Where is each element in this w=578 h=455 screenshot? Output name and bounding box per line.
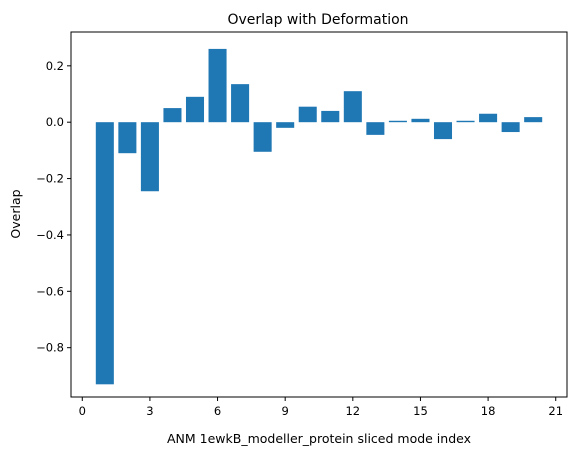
bar-mode-14 — [388, 120, 407, 123]
bar-mode-18 — [479, 113, 498, 123]
bar-mode-1 — [95, 122, 114, 385]
x-axis-title: ANM 1ewkB_modeller_protein sliced mode i… — [167, 431, 471, 446]
bar-mode-8 — [253, 122, 272, 152]
y-tick-label: 0.2 — [46, 59, 64, 73]
bar-mode-3 — [140, 122, 159, 192]
bar-mode-12 — [343, 91, 362, 123]
x-tick-label: 6 — [214, 404, 221, 418]
bar-mode-2 — [118, 122, 137, 154]
bar-mode-7 — [231, 84, 250, 123]
y-tick-label: −0.6 — [36, 284, 64, 298]
bar-mode-15 — [411, 118, 430, 123]
bar-mode-20 — [524, 117, 543, 123]
x-axis-ticks: 0 3 6 9 12 15 18 21 — [79, 397, 563, 418]
y-tick-label: 0.0 — [46, 115, 64, 129]
x-tick-label: 21 — [548, 404, 563, 418]
y-tick-label: −0.2 — [36, 172, 64, 186]
bar-mode-6 — [208, 48, 227, 123]
bar-mode-11 — [321, 110, 340, 123]
x-tick-label: 12 — [345, 404, 360, 418]
y-axis-title: Overlap — [8, 189, 23, 238]
bar-mode-17 — [456, 120, 475, 123]
chart-title: Overlap with Deformation — [227, 12, 408, 28]
bar-mode-4 — [163, 108, 182, 123]
y-tick-label: −0.8 — [36, 341, 64, 355]
bar-mode-10 — [298, 106, 317, 123]
bar-mode-5 — [185, 96, 205, 123]
bar-mode-13 — [366, 122, 385, 135]
x-tick-label: 0 — [79, 404, 86, 418]
x-tick-label: 15 — [413, 404, 428, 418]
plot-frame — [70, 31, 568, 398]
bar-mode-19 — [501, 122, 520, 133]
x-tick-label: 9 — [282, 404, 289, 418]
bar-mode-16 — [433, 122, 453, 140]
bars-group — [95, 48, 543, 385]
bar-mode-9 — [276, 122, 295, 128]
y-tick-label: −0.4 — [36, 228, 64, 242]
y-axis-ticks: −0.8 −0.6 −0.4 −0.2 0.0 0.2 — [36, 59, 71, 355]
x-tick-label: 18 — [481, 404, 496, 418]
x-tick-label: 3 — [146, 404, 153, 418]
